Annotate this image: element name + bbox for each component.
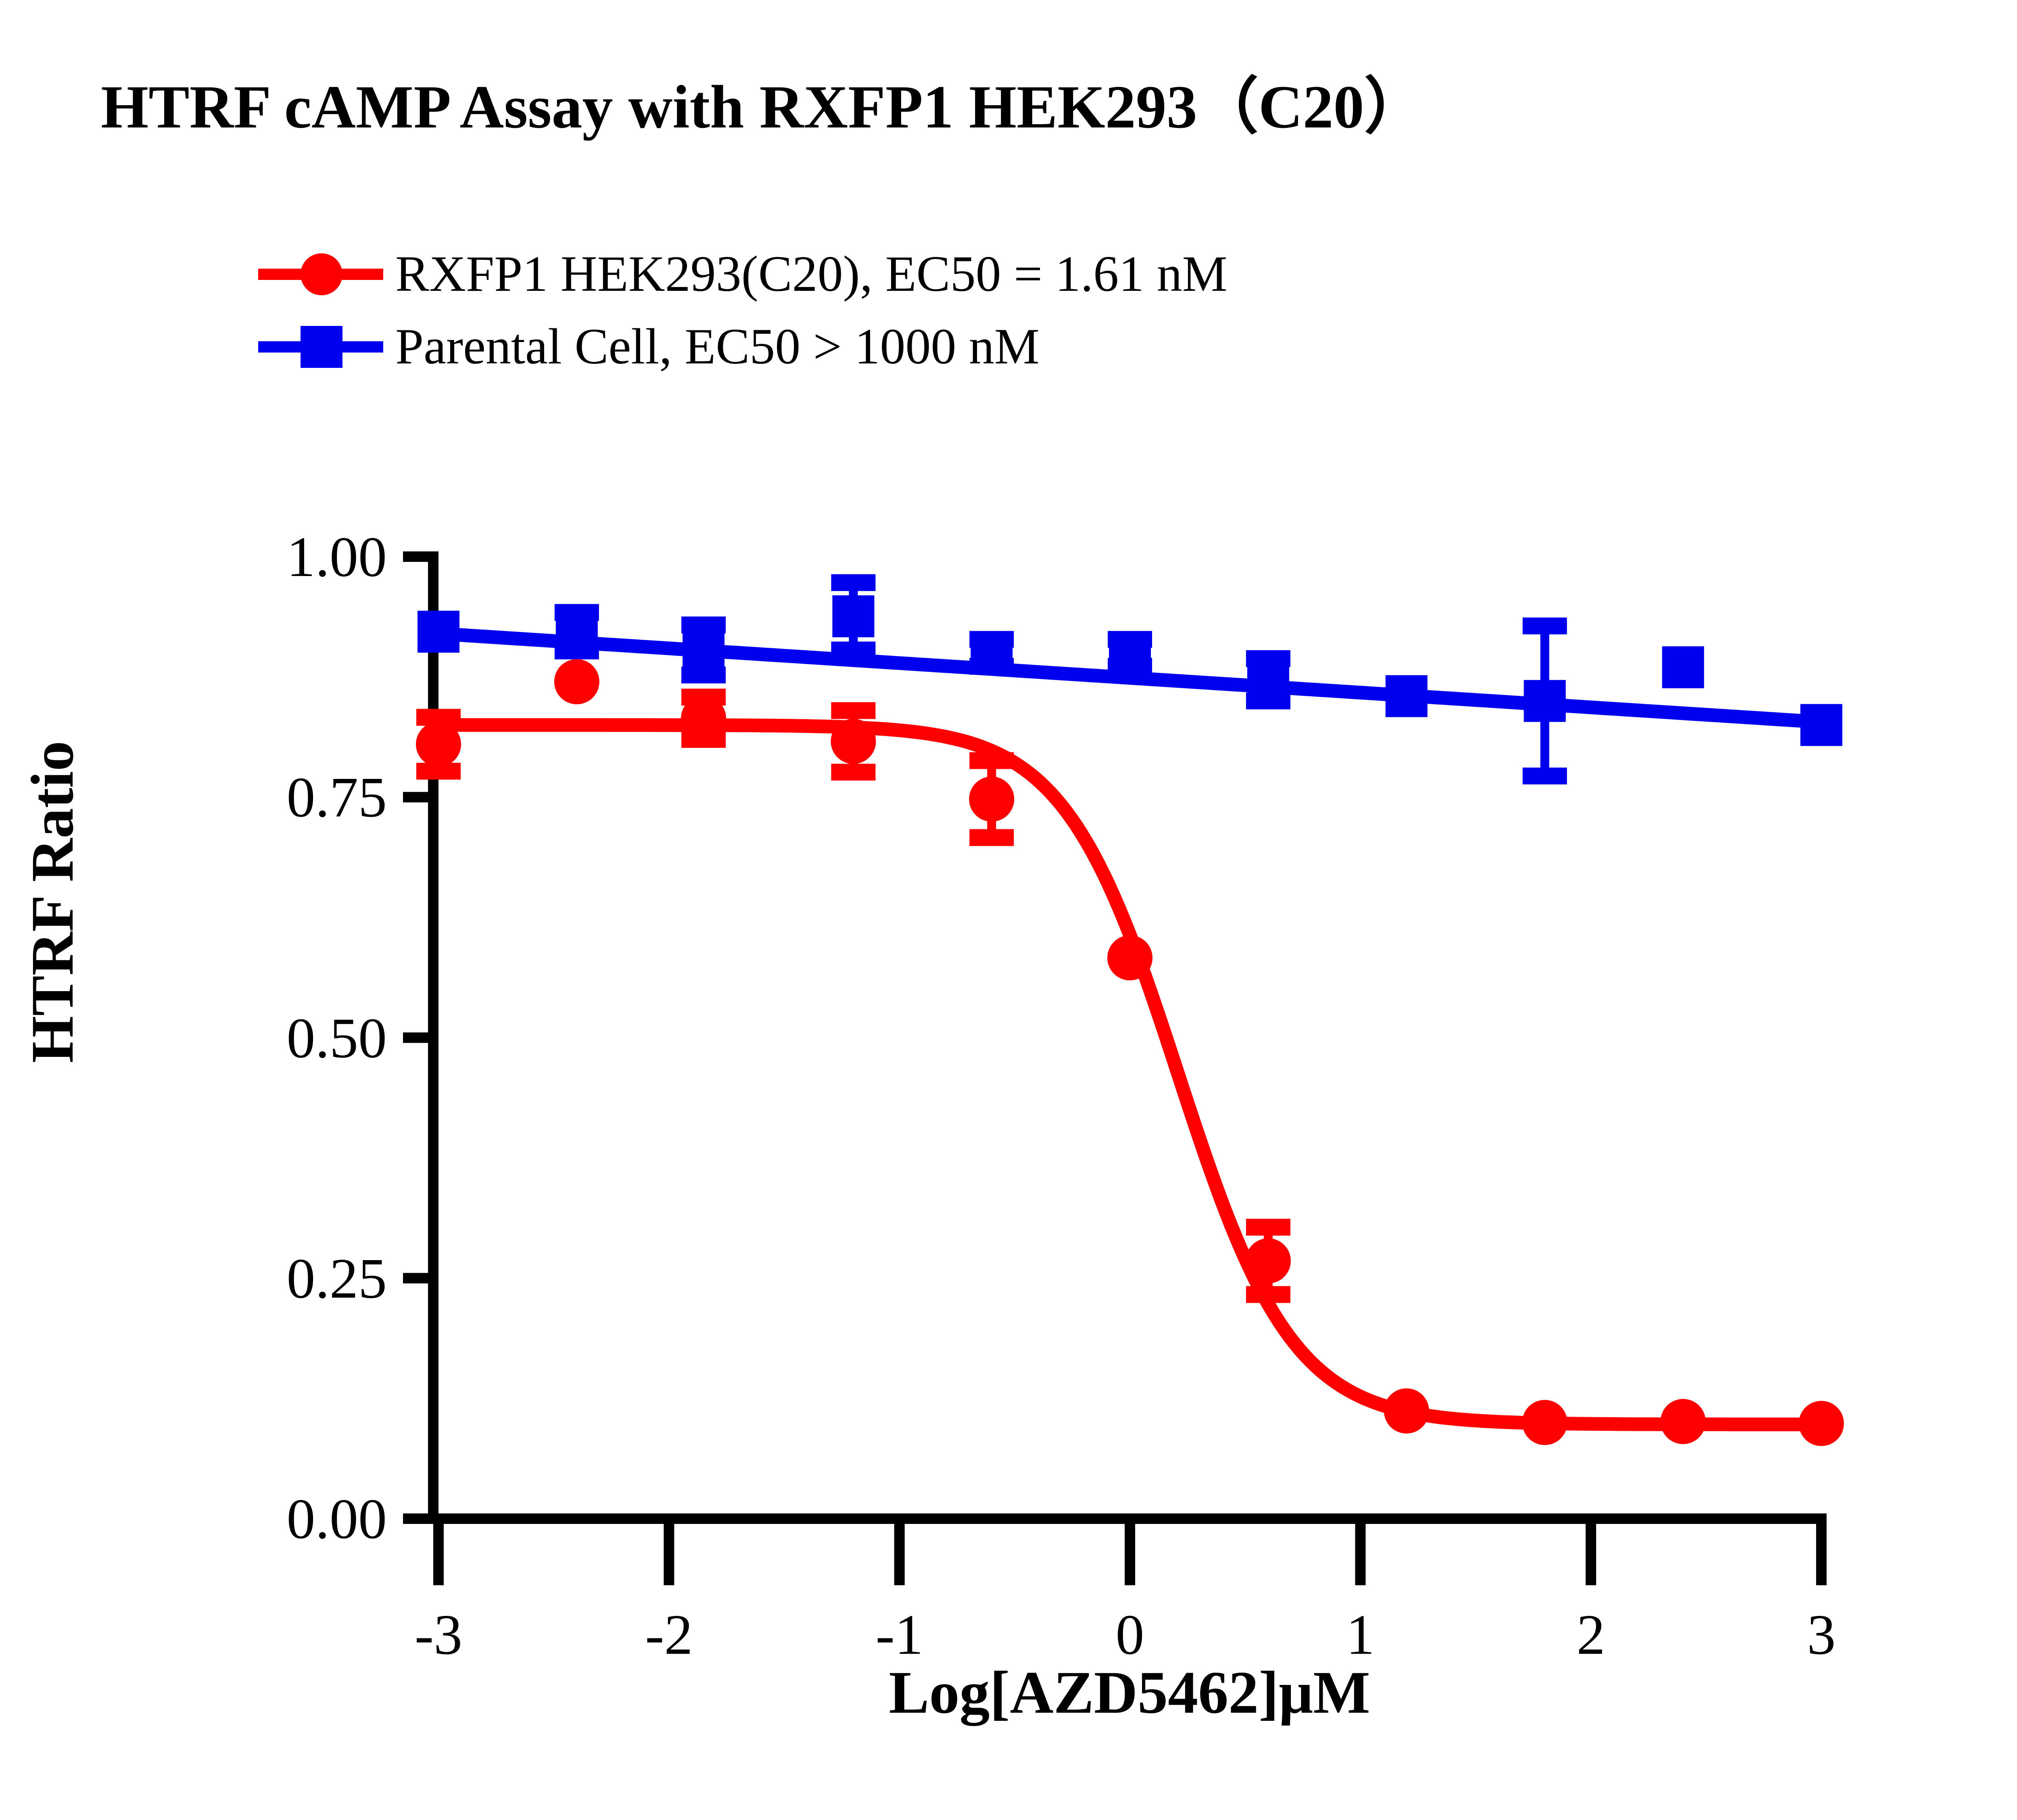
data-point-marker: [1385, 675, 1428, 717]
fit-curve: [432, 718, 1828, 1432]
data-point-marker: [1109, 632, 1151, 674]
legend-item-blue: Parental Cell, EC50 > 1000 nM: [258, 311, 1228, 383]
data-point-marker: [554, 659, 599, 705]
legend-marker-circle-icon: [258, 253, 383, 295]
data-point-marker: [1384, 1388, 1429, 1434]
data-point-marker: [416, 722, 461, 767]
legend-label-red: RXFP1 HEK293(C20), EC50 = 1.61 nM: [395, 246, 1228, 302]
x-tick-label: 2: [1576, 1603, 1606, 1666]
page-title: HTRF cAMP Assay with RXFP1 HEK293（C20）: [101, 73, 1426, 141]
x-tick-label: -3: [414, 1603, 463, 1666]
legend: RXFP1 HEK293(C20), EC50 = 1.61 nM Parent…: [258, 238, 1228, 383]
data-point-marker: [1524, 680, 1566, 722]
data-point-marker: [1107, 935, 1153, 981]
data-point-marker: [681, 695, 727, 741]
data-point-marker: [1245, 1238, 1291, 1284]
x-tick-label: 0: [1115, 1603, 1144, 1666]
data-point-marker: [832, 595, 875, 637]
data-point-marker: [1247, 659, 1289, 701]
x-tick-label: 1: [1346, 1603, 1375, 1666]
series-red-rxfp1: [416, 659, 1844, 1446]
data-point-marker: [418, 611, 459, 653]
data-point-marker: [971, 632, 1013, 674]
x-axis-title: Log[AZD5462]μM: [889, 1659, 1370, 1726]
series-blue-parental: [418, 574, 1842, 785]
legend-marker-square-icon: [258, 326, 383, 368]
legend-circle-icon: [301, 253, 342, 295]
x-tick-label: 3: [1807, 1603, 1836, 1666]
data-point-marker: [555, 611, 598, 653]
data-point-marker: [683, 629, 725, 671]
fit-curve: [432, 626, 1828, 729]
y-tick-label: 0.25: [286, 1246, 387, 1310]
data-point-marker: [831, 718, 876, 764]
data-point-marker: [1522, 1400, 1568, 1445]
legend-square-icon: [301, 326, 342, 368]
legend-label-blue: Parental Cell, EC50 > 1000 nM: [395, 319, 1040, 375]
y-tick-label: 0.75: [286, 765, 387, 829]
y-tick-label: 0.00: [286, 1487, 387, 1551]
legend-item-red: RXFP1 HEK293(C20), EC50 = 1.61 nM: [258, 238, 1228, 311]
y-tick-label: 1.00: [286, 525, 387, 589]
data-point-marker: [1799, 1400, 1844, 1446]
data-point-marker: [969, 776, 1015, 822]
data-point-marker: [1660, 1399, 1706, 1444]
y-tick-label: 0.50: [286, 1006, 387, 1070]
x-tick-label: -1: [875, 1603, 923, 1666]
x-tick-label: -2: [645, 1603, 693, 1666]
data-point-marker: [1800, 704, 1842, 746]
data-point-marker: [1662, 646, 1704, 689]
